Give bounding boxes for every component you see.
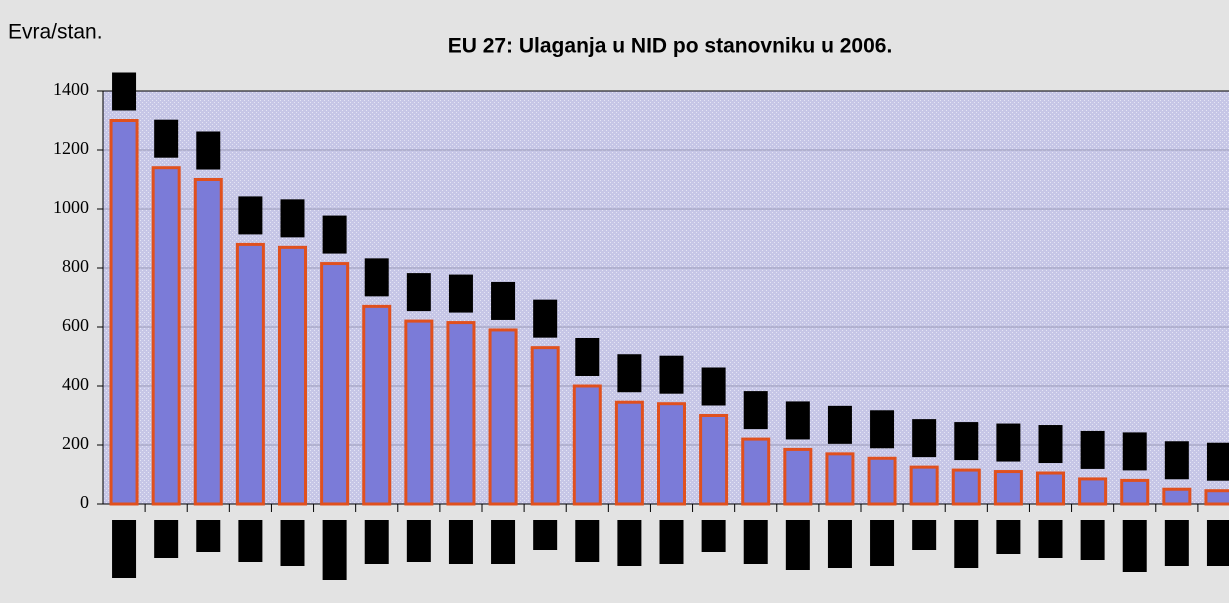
redacted-label: [1164, 441, 1189, 480]
redacted-category: [533, 520, 558, 550]
bar: [572, 384, 602, 506]
redacted-category: [322, 520, 347, 580]
bar: [867, 456, 897, 506]
redacted-category: [238, 520, 263, 562]
redacted-label: [743, 391, 768, 430]
y-tick-label: 1000: [53, 197, 89, 217]
redacted-category: [406, 520, 431, 562]
redacted-category: [1164, 520, 1189, 566]
y-axis-label: Evra/stan.: [8, 21, 103, 44]
redacted-category: [1122, 520, 1147, 572]
bar: [488, 328, 518, 506]
redacted-label: [785, 401, 810, 440]
redacted-label: [870, 410, 895, 449]
bar: [699, 414, 729, 506]
bar: [783, 447, 813, 506]
redacted-label: [1038, 425, 1063, 464]
redacted-label: [617, 354, 642, 393]
redacted-category: [996, 520, 1021, 554]
redacted-category: [491, 520, 516, 564]
redacted-label: [659, 355, 684, 394]
y-tick-label: 800: [62, 256, 89, 276]
y-tick-label: 1200: [53, 138, 89, 158]
bar: [825, 452, 855, 506]
redacted-label: [364, 258, 389, 297]
redacted-category: [280, 520, 305, 566]
redacted-category: [954, 520, 979, 568]
bar: [446, 321, 476, 506]
bar: [235, 242, 265, 506]
bar: [109, 119, 139, 506]
bar: [614, 400, 644, 506]
bar: [151, 166, 181, 506]
redacted-category: [659, 520, 684, 564]
redacted-category: [870, 520, 895, 566]
redacted-label: [575, 338, 600, 376]
redacted-label: [154, 119, 179, 158]
bar: [362, 304, 392, 506]
bar: [1036, 471, 1065, 506]
bar: [993, 470, 1023, 506]
redacted-label: [1080, 430, 1105, 469]
redacted-category: [617, 520, 642, 566]
redacted-category: [827, 520, 852, 568]
bar: [193, 178, 223, 506]
bar: [404, 319, 434, 506]
redacted-category: [785, 520, 810, 570]
redacted-label: [954, 422, 979, 461]
redacted-category: [196, 520, 221, 552]
redacted-label: [280, 199, 305, 238]
redacted-label: [112, 72, 137, 111]
redacted-category: [154, 520, 179, 558]
redacted-label: [827, 405, 852, 444]
redacted-category: [1080, 520, 1105, 560]
redacted-label: [701, 367, 726, 406]
redacted-label: [996, 423, 1021, 462]
redacted-category: [1206, 520, 1229, 566]
y-tick-label: 1400: [53, 79, 89, 99]
redacted-category: [1038, 520, 1063, 558]
redacted-category: [912, 520, 937, 550]
redacted-label: [196, 131, 221, 170]
y-tick-label: 600: [62, 315, 89, 335]
y-tick-label: 200: [62, 433, 89, 453]
redacted-category: [743, 520, 768, 564]
redacted-category: [448, 520, 473, 564]
redacted-category: [575, 520, 600, 562]
redacted-label: [491, 281, 516, 320]
redacted-label: [238, 196, 263, 235]
bar: [1162, 487, 1192, 506]
bar: [1120, 478, 1150, 506]
bar: [741, 437, 771, 506]
bar: [1204, 489, 1229, 506]
bar: [1078, 477, 1108, 506]
bar: [320, 262, 350, 506]
redacted-label: [1206, 442, 1229, 481]
y-tick-label: 0: [80, 492, 89, 512]
redacted-label: [533, 299, 558, 338]
redacted-label: [1122, 432, 1147, 471]
redacted-label: [406, 273, 431, 312]
bar: [657, 402, 686, 506]
y-tick-label: 400: [62, 374, 89, 394]
bar: [951, 468, 981, 506]
bar: [278, 245, 307, 506]
redacted-category: [112, 520, 137, 578]
redacted-label: [448, 274, 473, 313]
chart-title: EU 27: Ulaganja u NID po stanovniku u 20…: [448, 35, 893, 58]
redacted-label: [912, 419, 937, 458]
bar: [909, 465, 939, 506]
redacted-label: [322, 215, 347, 254]
redacted-category: [701, 520, 726, 552]
bar: [530, 346, 560, 506]
redacted-category: [364, 520, 389, 564]
